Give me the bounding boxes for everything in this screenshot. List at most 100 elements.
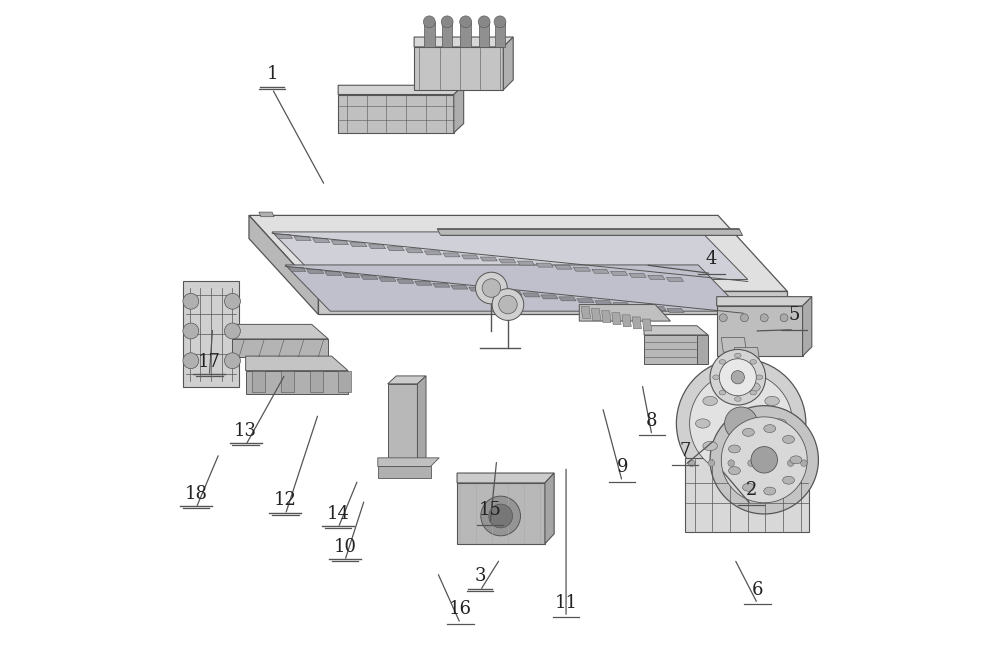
Circle shape: [725, 407, 758, 440]
Circle shape: [183, 293, 199, 309]
Polygon shape: [289, 267, 306, 271]
Ellipse shape: [764, 487, 776, 495]
Polygon shape: [697, 335, 708, 364]
Polygon shape: [505, 291, 522, 295]
Polygon shape: [721, 338, 746, 352]
Polygon shape: [555, 265, 572, 269]
Text: 10: 10: [333, 538, 356, 555]
Circle shape: [731, 371, 744, 384]
Circle shape: [748, 460, 754, 467]
Polygon shape: [437, 228, 742, 235]
Bar: [479, 22, 489, 47]
Circle shape: [801, 460, 807, 467]
Circle shape: [225, 323, 240, 339]
Polygon shape: [480, 257, 497, 261]
Circle shape: [710, 350, 766, 405]
Bar: [252, 371, 265, 393]
Polygon shape: [325, 271, 342, 275]
Polygon shape: [433, 283, 450, 287]
Polygon shape: [397, 279, 414, 283]
Circle shape: [460, 16, 472, 28]
Polygon shape: [350, 243, 367, 247]
Polygon shape: [629, 273, 646, 277]
Ellipse shape: [713, 375, 719, 379]
Polygon shape: [503, 37, 513, 90]
Polygon shape: [246, 356, 348, 371]
Polygon shape: [294, 236, 311, 240]
Text: 17: 17: [198, 353, 221, 371]
Polygon shape: [368, 245, 386, 249]
Polygon shape: [545, 473, 554, 544]
Polygon shape: [388, 384, 417, 467]
Ellipse shape: [703, 442, 717, 451]
Text: 2: 2: [745, 481, 757, 499]
Circle shape: [676, 359, 806, 489]
Circle shape: [710, 406, 818, 514]
Polygon shape: [523, 293, 540, 297]
Polygon shape: [285, 265, 743, 311]
Polygon shape: [685, 458, 809, 532]
Ellipse shape: [703, 397, 717, 406]
Ellipse shape: [772, 419, 787, 428]
Polygon shape: [457, 483, 545, 544]
Polygon shape: [622, 315, 631, 327]
Polygon shape: [443, 253, 460, 257]
Circle shape: [441, 16, 453, 28]
Bar: [460, 22, 471, 47]
Polygon shape: [454, 85, 464, 133]
Circle shape: [721, 417, 807, 502]
Circle shape: [481, 496, 520, 536]
Polygon shape: [378, 458, 439, 467]
Circle shape: [719, 359, 756, 396]
Circle shape: [768, 460, 774, 467]
Polygon shape: [249, 215, 787, 291]
Text: 13: 13: [234, 422, 257, 440]
Circle shape: [478, 16, 490, 28]
Circle shape: [476, 272, 507, 304]
Polygon shape: [388, 376, 426, 384]
Polygon shape: [487, 289, 504, 293]
Polygon shape: [343, 273, 360, 277]
Ellipse shape: [719, 359, 726, 364]
Polygon shape: [612, 312, 621, 324]
Circle shape: [482, 279, 501, 297]
Text: 1: 1: [266, 66, 278, 83]
Polygon shape: [414, 37, 513, 47]
Polygon shape: [717, 306, 803, 356]
Polygon shape: [642, 319, 652, 331]
Polygon shape: [559, 297, 576, 301]
Polygon shape: [378, 467, 431, 478]
Ellipse shape: [756, 375, 763, 379]
Circle shape: [780, 314, 788, 322]
Polygon shape: [232, 339, 328, 357]
Polygon shape: [469, 287, 486, 291]
Polygon shape: [648, 275, 665, 279]
Polygon shape: [249, 215, 318, 314]
Ellipse shape: [735, 353, 741, 357]
Text: 8: 8: [646, 412, 658, 430]
Polygon shape: [338, 85, 464, 95]
Polygon shape: [666, 277, 684, 281]
Ellipse shape: [742, 483, 754, 491]
Polygon shape: [272, 232, 748, 279]
Polygon shape: [275, 234, 293, 238]
Ellipse shape: [722, 455, 737, 465]
Polygon shape: [462, 255, 479, 259]
Polygon shape: [649, 307, 666, 310]
Ellipse shape: [783, 436, 794, 444]
Polygon shape: [246, 371, 348, 394]
Polygon shape: [259, 212, 274, 216]
Text: 14: 14: [327, 504, 350, 522]
Circle shape: [719, 314, 727, 322]
Polygon shape: [541, 295, 558, 299]
Polygon shape: [307, 269, 324, 273]
Polygon shape: [632, 317, 641, 329]
Text: 16: 16: [449, 600, 472, 618]
Circle shape: [489, 504, 513, 528]
Polygon shape: [379, 277, 396, 281]
Ellipse shape: [742, 428, 754, 436]
Polygon shape: [667, 308, 684, 312]
Text: 9: 9: [616, 458, 628, 477]
Ellipse shape: [735, 397, 741, 401]
Polygon shape: [644, 335, 697, 364]
